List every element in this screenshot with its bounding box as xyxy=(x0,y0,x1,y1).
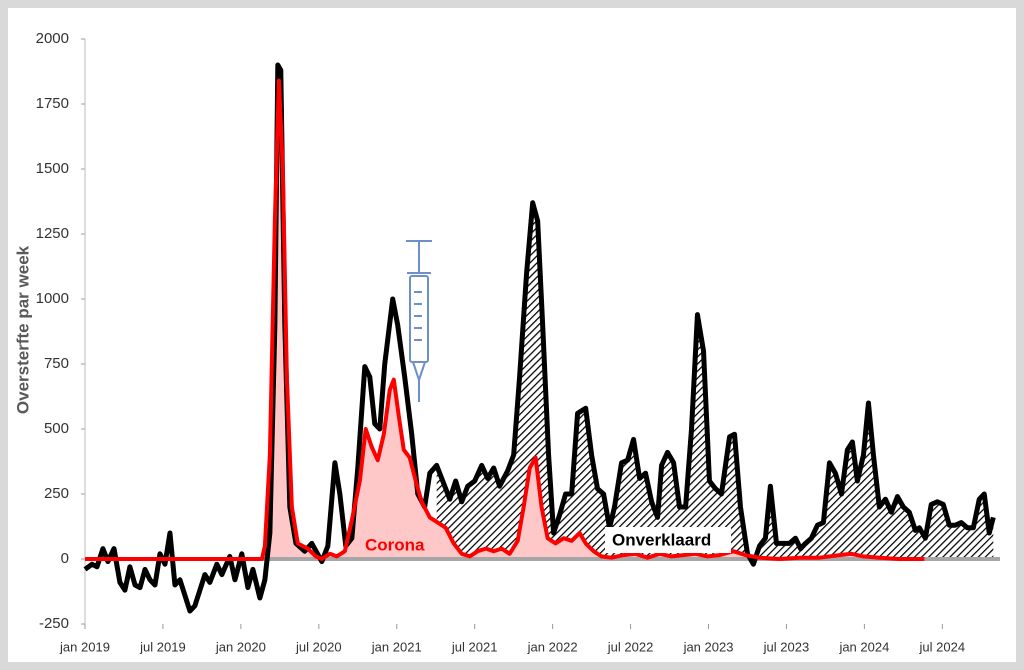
x-tick-label: jan 2020 xyxy=(215,639,266,654)
annotation-box xyxy=(605,527,731,553)
y-tick-label: 750 xyxy=(44,355,69,372)
y-tick-label: 1000 xyxy=(36,290,69,307)
syringe-icon xyxy=(406,240,432,402)
x-tick-label: jul 2023 xyxy=(763,639,810,654)
y-tick-label: 500 xyxy=(44,420,69,437)
y-tick-label: 1250 xyxy=(36,225,69,242)
series-line xyxy=(83,62,996,614)
x-tick-label: jan 2023 xyxy=(683,639,734,654)
y-tick-label: 1750 xyxy=(36,95,69,112)
x-tick-label: jul 2019 xyxy=(139,639,186,654)
y-axis-label: Oversterfte par week xyxy=(13,245,32,414)
x-tick-label: jan 2022 xyxy=(527,639,578,654)
x-tick-label: jan 2024 xyxy=(838,639,889,654)
x-tick-label: jan 2019 xyxy=(59,639,110,654)
x-tick-label: jan 2021 xyxy=(371,639,422,654)
x-tick-label: jul 2020 xyxy=(295,639,342,654)
annotation-corona: Corona xyxy=(365,535,425,554)
annotation-unexplained: Onverklaard xyxy=(612,530,711,549)
y-tick-label: -250 xyxy=(39,615,69,632)
y-tick-label: 1500 xyxy=(36,160,69,177)
x-tick-label: jul 2022 xyxy=(607,639,654,654)
plot: -250 0 250 500 750 1000 1250 1500 1750 2000 jan 20… xyxy=(36,30,1000,654)
y-tick-label: 0 xyxy=(61,550,69,567)
y-tick-label: 250 xyxy=(44,485,69,502)
series-line xyxy=(85,78,925,561)
y-tick-label: 2000 xyxy=(36,30,69,47)
x-tick-label: jul 2021 xyxy=(451,639,498,654)
x-tick-label: jul 2024 xyxy=(919,639,966,654)
